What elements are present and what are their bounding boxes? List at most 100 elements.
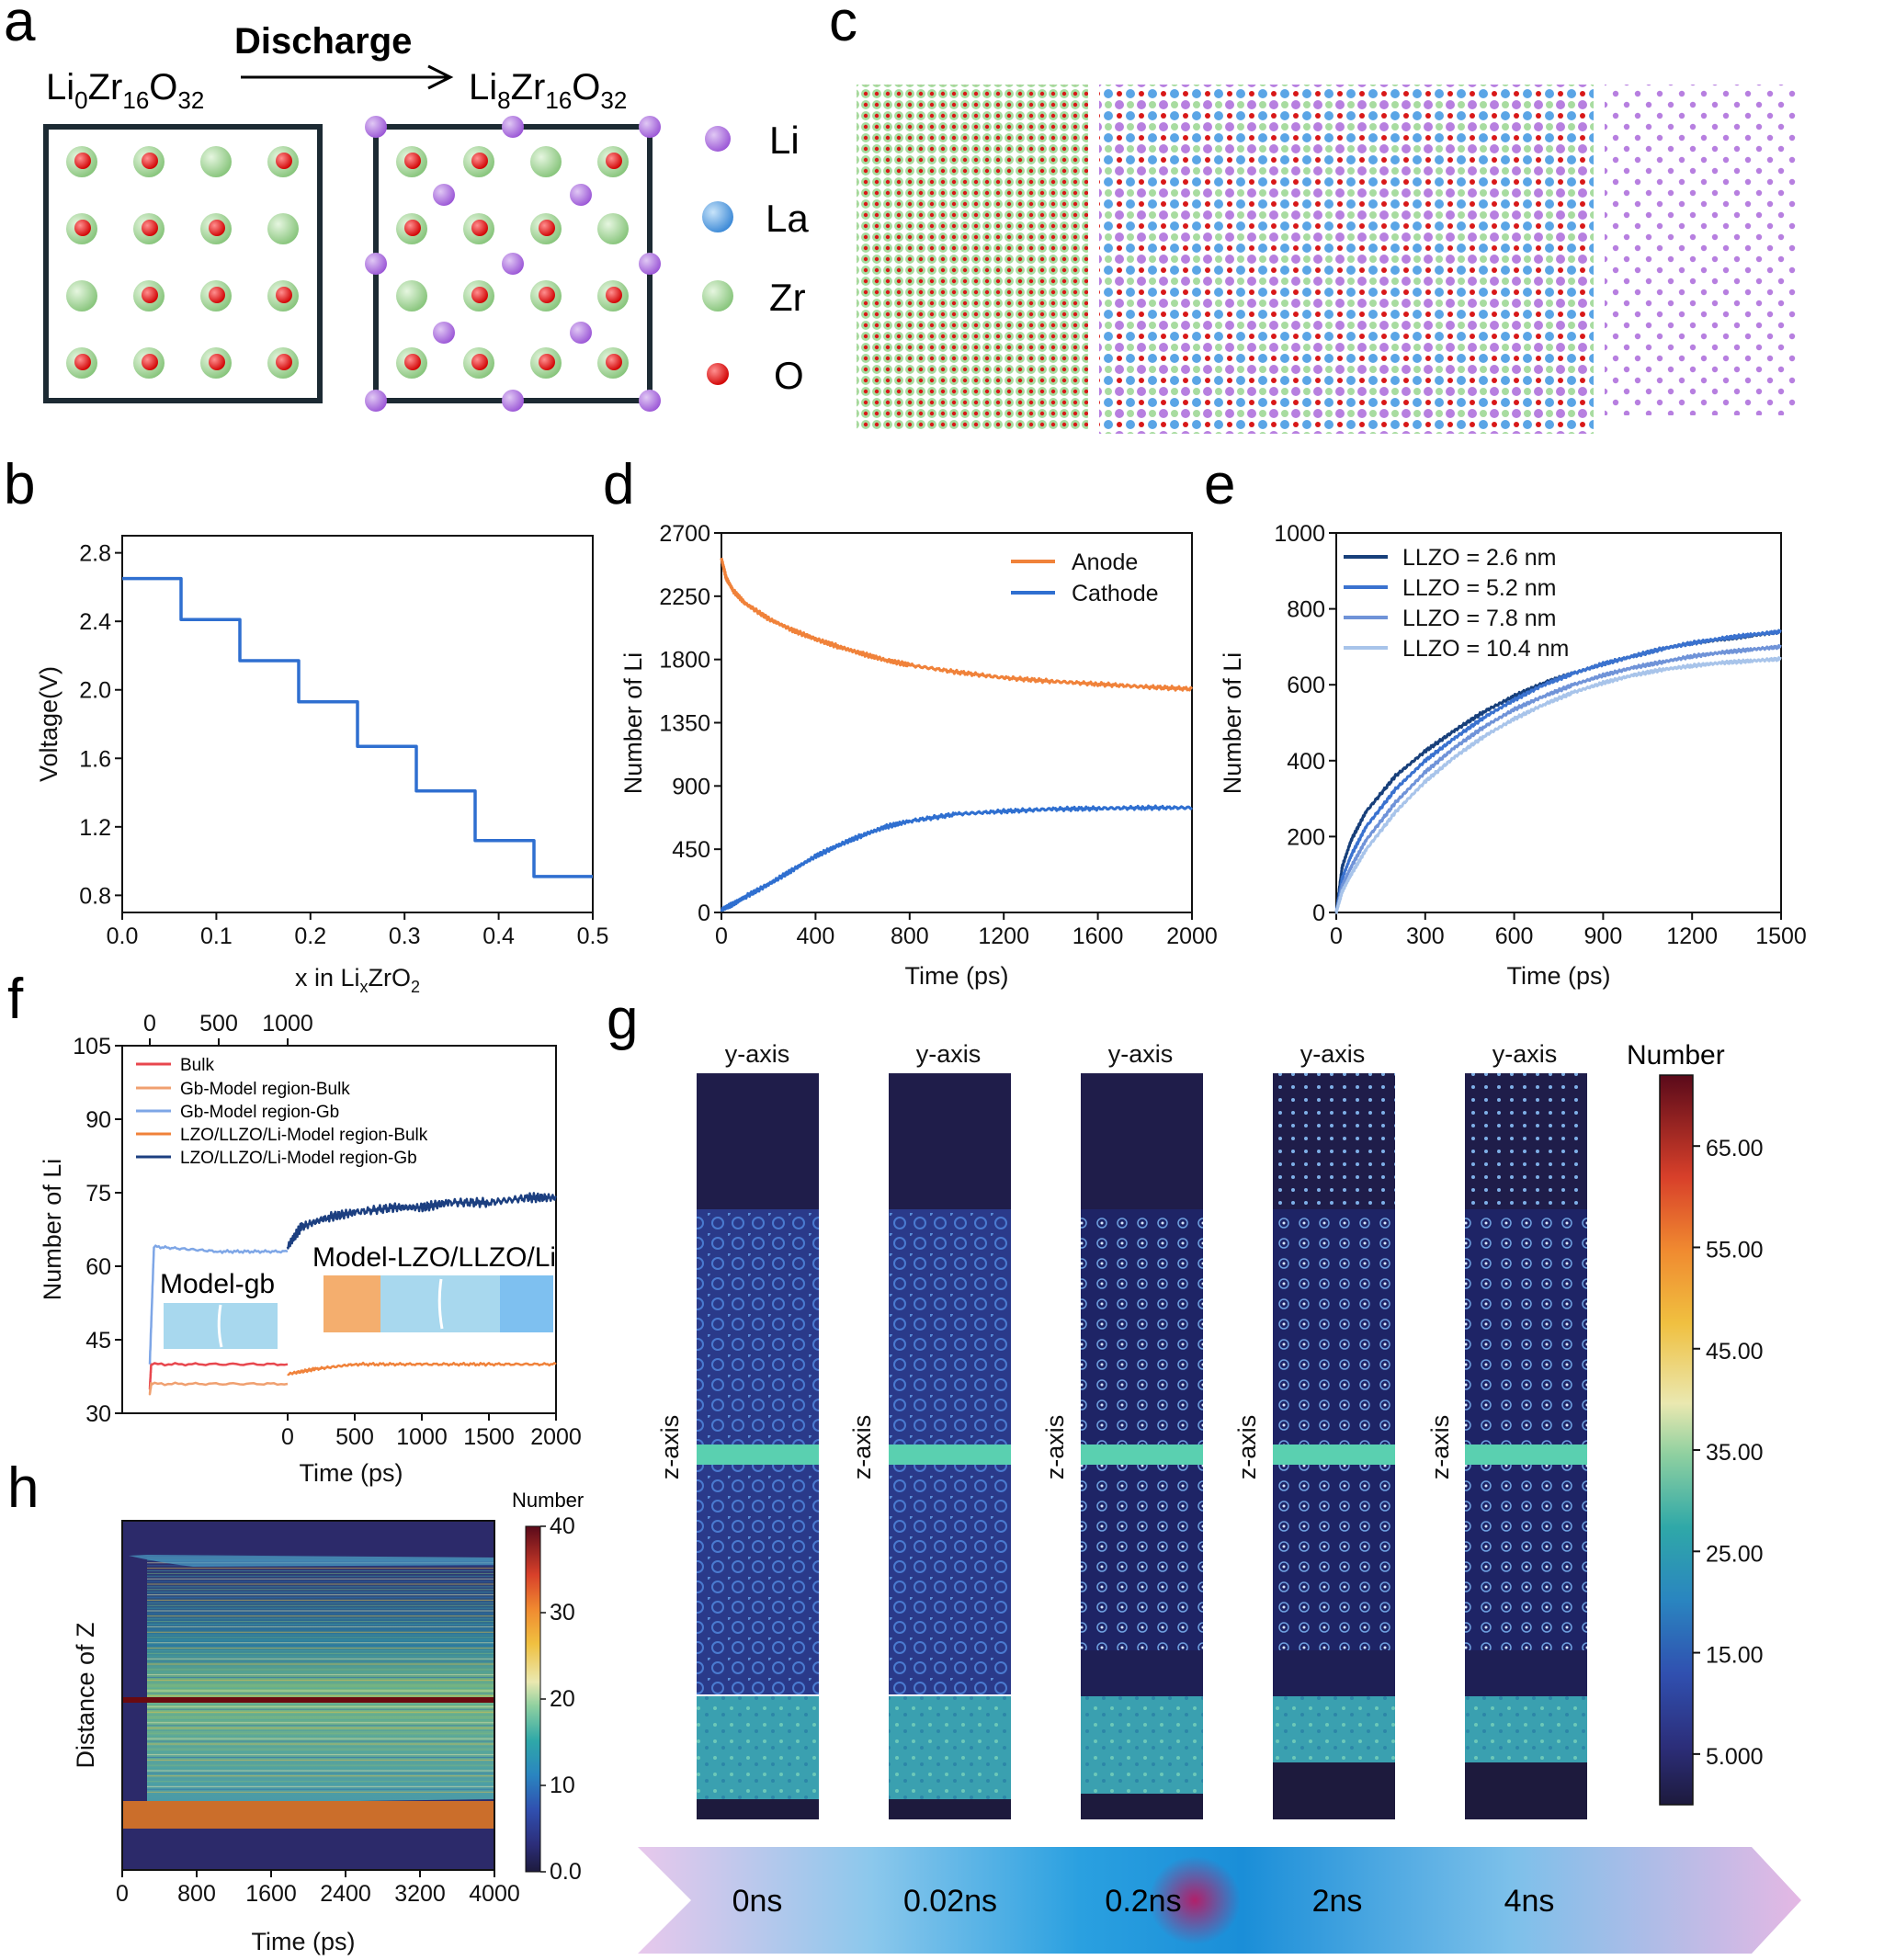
ytick-label-b: 0.8 — [79, 883, 111, 909]
y-axis-label-3: y-axis — [1300, 1040, 1366, 1068]
o-atom — [606, 287, 622, 303]
ytick-label-e: 800 — [1287, 597, 1325, 623]
legend-f-4: LZO/LLZO/Li-Model region-Gb — [180, 1149, 417, 1168]
xtick-label-d: 2000 — [1166, 923, 1218, 949]
ytick-label-d: 1350 — [659, 711, 710, 737]
interface-band-4 — [1465, 1445, 1587, 1465]
chart-b: Voltage(V) x in LixZrO2 — [35, 535, 594, 996]
ylabel-e: Number of Li — [1219, 652, 1246, 795]
series-e-1 — [1334, 629, 1782, 914]
panel-label-e: e — [1204, 453, 1235, 516]
lzo-region-3 — [1273, 1209, 1395, 1445]
legend-o: O — [774, 354, 804, 397]
o-atom — [539, 287, 555, 303]
series-f-2 — [148, 1244, 289, 1365]
colorbar-g-tick-label: 5.000 — [1706, 1744, 1764, 1770]
o-atom — [142, 153, 158, 169]
panel-label-c: c — [829, 0, 857, 53]
plot-marks: 0.0 0.1 0.2 0.3 0.4 0.50.81.21.62.02.42.80 400… — [73, 521, 1807, 1907]
legend-f-1: Gb-Model region-Bulk — [180, 1080, 350, 1099]
llzo-region-1 — [889, 1465, 1011, 1694]
xlabel-e: Time (ps) — [1507, 962, 1611, 990]
xtick-label-e: 600 — [1495, 923, 1534, 949]
z-axis-label-0: z-axis — [656, 1415, 684, 1480]
atom-legend: Li La Zr O — [702, 119, 809, 397]
li-atom — [365, 390, 387, 412]
zr-atom — [200, 146, 232, 177]
time-arrow-highlight — [1149, 1856, 1241, 1944]
depletion-region-3 — [1273, 1650, 1395, 1696]
ytick-label-b: 1.6 — [79, 746, 111, 772]
o-atom — [276, 153, 292, 169]
time-label-0: 0ns — [732, 1884, 783, 1919]
xtick-label-h: 3200 — [394, 1881, 446, 1907]
legend-e-3: LLZO = 10.4 nm — [1402, 636, 1569, 662]
interface-band-3 — [1273, 1445, 1395, 1465]
vacuum-region-3 — [1273, 1073, 1395, 1209]
lzo-region-2 — [1081, 1209, 1203, 1445]
legend-f: Bulk Gb-Model region-Bulk Gb-Model regio… — [136, 1056, 428, 1168]
ylabel-f: Number of Li — [39, 1159, 66, 1301]
xtick-label-e: 0 — [1330, 923, 1343, 949]
colorbar-g-label: Number — [1627, 1040, 1725, 1071]
llzo-layer — [1099, 85, 1594, 434]
atoms-left — [66, 146, 299, 379]
y-axis-label-0: y-axis — [725, 1040, 790, 1068]
ytick-label-d: 450 — [672, 837, 710, 863]
legend-f-2: Gb-Model region-Gb — [180, 1103, 339, 1122]
panel-label-d: d — [603, 453, 634, 516]
crystal-box-left — [43, 124, 323, 403]
plot-frame-h — [121, 1520, 495, 1871]
ylabel-b: Voltage(V) — [35, 666, 62, 782]
llzo-region-4 — [1465, 1465, 1587, 1667]
depletion-region-4 — [1465, 1650, 1587, 1696]
series-d-1 — [720, 804, 1194, 912]
zr-atom — [530, 146, 562, 177]
ylabel-d: Number of Li — [619, 652, 647, 795]
li-atom — [570, 184, 592, 206]
annotation-model-gb: Model-gb — [160, 1269, 275, 1299]
grain-boundary-line-2 — [437, 1278, 444, 1330]
legend-f-3: LZO/LLZO/Li-Model region-Bulk — [180, 1126, 428, 1145]
xtick-label-f: 500 — [335, 1424, 374, 1450]
li-atom — [365, 116, 387, 138]
o-atom — [606, 354, 622, 370]
discharge-label: Discharge — [234, 21, 412, 62]
xtick-label-b: 0.4 — [482, 923, 515, 949]
ytick-label-e: 400 — [1287, 749, 1325, 775]
xtick-label-f: 1000 — [396, 1424, 448, 1450]
z-axis-label-4: z-axis — [1426, 1415, 1454, 1480]
ytick-label-f: 75 — [85, 1181, 111, 1207]
o-atom — [606, 153, 622, 169]
xtick-label-h: 0 — [116, 1881, 129, 1907]
llzo-region-0 — [697, 1465, 819, 1694]
li-atom — [502, 116, 524, 138]
li-atom — [365, 253, 387, 275]
o-atom — [471, 287, 488, 303]
series-d-0 — [720, 557, 1194, 692]
colorbar-g-tick-label: 55.00 — [1706, 1237, 1764, 1263]
legend-zr: Zr — [769, 276, 806, 319]
ytick-label-b: 2.0 — [79, 678, 111, 704]
li-region-1 — [889, 1696, 1011, 1799]
panel-c-structure — [857, 85, 1798, 434]
time-label-1: 0.02ns — [903, 1884, 997, 1919]
lzo-block — [323, 1275, 380, 1332]
li-atom-icon — [705, 126, 731, 152]
xtick-label-b: 0.5 — [577, 923, 609, 949]
chart-e: Number of Li Time (ps) LLZO = 2.6 nm LLZ… — [1219, 532, 1782, 990]
o-atom — [74, 354, 91, 370]
ytick-label-b: 1.2 — [79, 815, 111, 841]
bottom-vacuum-1 — [889, 1799, 1011, 1819]
o-atom — [539, 220, 555, 236]
ytick-label-f: 45 — [85, 1328, 111, 1354]
li-metal-layer — [1605, 85, 1798, 415]
interface-band-1 — [889, 1445, 1011, 1465]
xtick-label-e: 1200 — [1666, 923, 1718, 949]
legend-cathode: Cathode — [1072, 581, 1159, 606]
panel-g: z-axis z-axis z-axis z-axis z-axis y-axi… — [638, 1040, 1801, 1954]
xtick-label-f: 1500 — [463, 1424, 515, 1450]
vacuum-region-0 — [697, 1073, 819, 1209]
li-region-2 — [1081, 1696, 1203, 1794]
y-axis-label-4: y-axis — [1492, 1040, 1558, 1068]
